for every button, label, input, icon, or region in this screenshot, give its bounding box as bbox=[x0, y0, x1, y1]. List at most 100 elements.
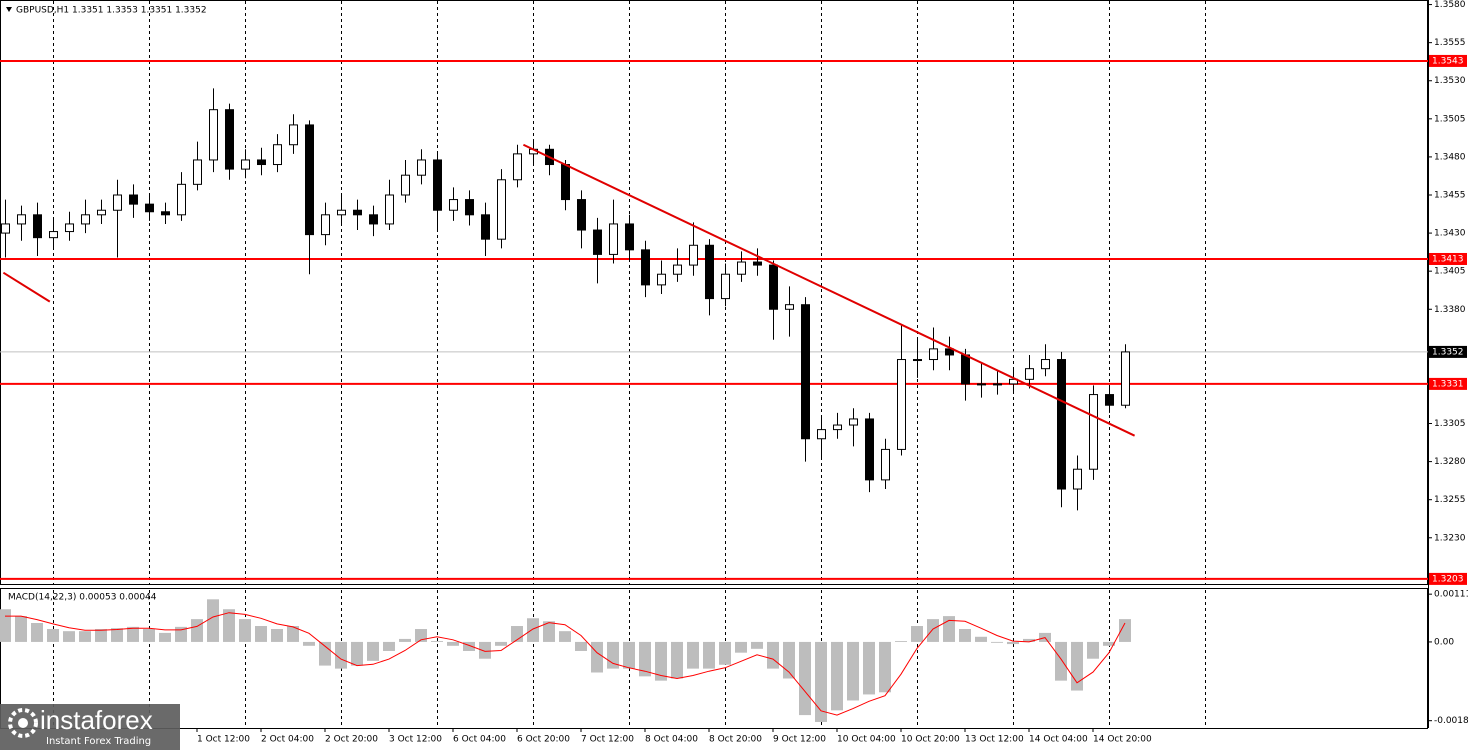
y-tick-label: -0.00183 bbox=[1434, 716, 1468, 726]
x-tick-label: 3 Oct 12:00 bbox=[389, 735, 442, 745]
plot bbox=[0, 59, 1428, 722]
macd-bar bbox=[303, 641, 315, 646]
x-tick-label: 8 Oct 04:00 bbox=[645, 735, 698, 745]
y-tick-label: 1.3230 bbox=[1434, 533, 1466, 543]
candle-body bbox=[465, 199, 474, 216]
x-tick-label: 10 Oct 20:00 bbox=[901, 735, 960, 745]
macd-bar bbox=[1023, 638, 1035, 642]
chart-header: GBPUSD,H1 1.3351 1.3353 1.3351 1.3352 bbox=[16, 6, 207, 16]
candle-body bbox=[737, 261, 746, 275]
candle-body bbox=[401, 174, 410, 196]
macd-bar bbox=[191, 619, 203, 642]
y-tick-label: 1.3255 bbox=[1434, 495, 1466, 505]
candle-body bbox=[289, 124, 298, 146]
candle-body bbox=[993, 383, 1002, 386]
candle-body bbox=[929, 348, 938, 361]
trend-line bbox=[2, 271, 51, 303]
macd-bar bbox=[431, 641, 443, 642]
macd-bar bbox=[175, 626, 187, 642]
candle-body bbox=[193, 159, 202, 185]
candle-body bbox=[593, 229, 602, 255]
macd-bar bbox=[687, 641, 699, 669]
macd-bar bbox=[15, 616, 27, 642]
candle-body bbox=[209, 109, 218, 161]
y-tick-label: 1.3505 bbox=[1434, 114, 1466, 124]
x-tick-label: 8 Oct 20:00 bbox=[709, 735, 762, 745]
y-tick-label: 1.3455 bbox=[1434, 191, 1466, 201]
macd-bar bbox=[751, 641, 763, 649]
macd-bar bbox=[879, 641, 891, 693]
candle-body bbox=[161, 211, 170, 216]
level-label: 1.3413 bbox=[1432, 254, 1464, 264]
candle-body bbox=[145, 203, 154, 213]
macd-bar bbox=[895, 641, 907, 642]
candle-body bbox=[817, 429, 826, 440]
signal-line bbox=[5, 612, 1126, 716]
level-label-box bbox=[1429, 377, 1467, 390]
candle-body bbox=[785, 304, 794, 310]
x-tick-label: 7 Oct 12:00 bbox=[581, 735, 634, 745]
axis: 1 Oct 12:00 2 Oct 04:00 2 Oct 20:00 3 Oct 1… bbox=[196, 0, 1468, 745]
logo-icon-center bbox=[18, 718, 28, 728]
macd-bar bbox=[415, 629, 427, 642]
x-tick-label: 14 Oct 20:00 bbox=[1093, 735, 1152, 745]
macd-bar bbox=[639, 641, 651, 677]
candle-body bbox=[657, 273, 666, 286]
logo-name: instaforex bbox=[40, 705, 153, 735]
macd-bar bbox=[1087, 641, 1099, 659]
logo-icon bbox=[8, 708, 38, 738]
candle-body bbox=[1057, 359, 1066, 490]
candle-body bbox=[129, 194, 138, 205]
macd-bar bbox=[495, 641, 507, 646]
candle-body bbox=[753, 261, 762, 266]
macd-bar bbox=[927, 619, 939, 642]
macd-bar bbox=[703, 641, 715, 669]
candle-body bbox=[225, 109, 234, 170]
candle-body bbox=[833, 424, 842, 431]
macd-bar bbox=[0, 609, 11, 642]
x-tick-label: 10 Oct 04:00 bbox=[837, 735, 896, 745]
candle-body bbox=[961, 354, 970, 385]
candle-body bbox=[449, 199, 458, 211]
macd-bar bbox=[383, 641, 395, 651]
candle-body bbox=[769, 264, 778, 310]
macd-bar bbox=[367, 641, 379, 661]
candle-body bbox=[977, 383, 986, 386]
candle-body bbox=[1105, 394, 1114, 406]
level-label-box bbox=[1429, 252, 1467, 265]
y-tick-label: 1.3530 bbox=[1434, 76, 1466, 86]
macd-bar bbox=[831, 641, 843, 711]
candle-body bbox=[849, 418, 858, 426]
macd-bar bbox=[47, 629, 59, 642]
candle-body bbox=[273, 144, 282, 166]
candle-body bbox=[705, 244, 714, 300]
macd-bar bbox=[975, 636, 987, 642]
candle-body bbox=[81, 214, 90, 225]
candle-body bbox=[561, 164, 570, 201]
macd-bar bbox=[1119, 619, 1131, 642]
candle-body bbox=[33, 214, 42, 239]
candle-body bbox=[1073, 468, 1082, 490]
level-label: 1.3331 bbox=[1432, 379, 1464, 389]
macd-bar bbox=[111, 628, 123, 642]
y-tick-label: 0.00111 bbox=[1434, 590, 1468, 600]
macd-bar bbox=[159, 632, 171, 642]
level-label: 1.3543 bbox=[1432, 56, 1464, 66]
candle-body bbox=[945, 348, 954, 356]
logo-box bbox=[0, 704, 180, 750]
y-tick-label: 1.3555 bbox=[1434, 38, 1466, 48]
macd-bar bbox=[95, 629, 107, 642]
candle-body bbox=[801, 304, 810, 440]
macd-bar bbox=[527, 618, 539, 642]
macd-bar bbox=[223, 609, 235, 642]
candle-body bbox=[721, 273, 730, 300]
x-tick-label: 9 Oct 12:00 bbox=[773, 735, 826, 745]
candle-body bbox=[49, 231, 58, 239]
y-tick-label: 1.3430 bbox=[1434, 229, 1466, 239]
candle-body bbox=[865, 418, 874, 481]
y-tick-label: 1.3380 bbox=[1434, 305, 1466, 315]
candle-body bbox=[1, 223, 10, 234]
candle-body bbox=[257, 159, 266, 166]
macd-bar bbox=[559, 631, 571, 642]
